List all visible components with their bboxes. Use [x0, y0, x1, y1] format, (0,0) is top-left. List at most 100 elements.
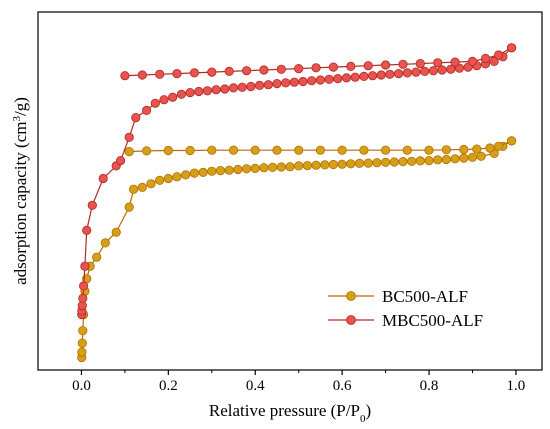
data-point: [163, 145, 173, 156]
x-tick-label: 0.4: [246, 378, 265, 394]
data-point: [350, 72, 360, 82]
data-point: [393, 69, 404, 79]
data-point: [224, 66, 234, 77]
data-point: [420, 66, 430, 77]
data-point: [120, 71, 130, 81]
data-point: [124, 132, 134, 142]
data-point: [294, 161, 304, 171]
data-point: [380, 60, 391, 70]
data-point: [346, 159, 356, 169]
data-point: [259, 65, 269, 75]
data-point: [276, 162, 286, 172]
data-point: [176, 89, 186, 99]
data-point: [98, 173, 108, 184]
data-point: [337, 145, 347, 155]
data-point: [354, 158, 365, 168]
data-point: [224, 165, 234, 175]
series-bc500-alf: [77, 136, 517, 363]
data-point: [359, 71, 369, 82]
data-point: [220, 84, 230, 94]
data-point: [250, 145, 260, 155]
data-point: [272, 145, 282, 155]
data-point: [415, 156, 425, 166]
data-point: [294, 64, 304, 74]
data-point: [242, 66, 252, 76]
data-point: [298, 76, 308, 87]
data-point: [324, 74, 334, 84]
data-point: [302, 161, 312, 171]
data-point: [211, 85, 221, 95]
data-point: [467, 56, 478, 67]
y-axis-label: adsorption capacity (cm3/g): [11, 97, 30, 285]
data-point: [459, 153, 469, 163]
data-point: [242, 164, 252, 174]
data-point: [367, 71, 378, 81]
data-point: [77, 347, 87, 357]
series-mbc500-alf: [77, 43, 517, 320]
data-point: [359, 145, 369, 155]
data-point: [341, 73, 352, 83]
data-point: [289, 77, 299, 87]
data-point: [198, 167, 208, 177]
data-point: [467, 152, 478, 162]
plot-frame: [37, 11, 543, 371]
series-line: [81, 47, 513, 315]
data-point: [276, 64, 286, 74]
x-tick-label: 1.0: [507, 378, 526, 394]
x-tick-label: 0.0: [72, 378, 91, 394]
data-point: [428, 66, 438, 76]
data-point: [142, 105, 152, 116]
data-point: [424, 145, 434, 155]
data-point: [124, 147, 134, 157]
data-point: [77, 338, 87, 348]
data-point: [402, 68, 412, 78]
legend-label: BC500-ALF: [382, 287, 468, 306]
legend-label: MBC500-ALF: [382, 311, 483, 330]
data-point: [92, 252, 102, 262]
data-point: [450, 57, 460, 67]
x-axis-ticks: 0.0 0.2 0.4 0.6 0.8 1.0: [72, 370, 525, 394]
data-point: [194, 86, 204, 97]
data-point: [124, 202, 134, 212]
data-point: [82, 225, 92, 235]
data-point: [129, 184, 139, 194]
data-point: [415, 58, 425, 69]
data-point: [450, 154, 460, 164]
data-point: [259, 163, 269, 173]
data-point: [228, 83, 239, 93]
data-point: [346, 61, 356, 72]
data-point: [263, 80, 273, 90]
data-point: [116, 156, 126, 166]
data-point: [433, 58, 443, 68]
data-point: [131, 113, 141, 123]
data-point: [207, 166, 217, 176]
data-point: [189, 168, 199, 178]
data-point: [111, 227, 121, 237]
data-point: [328, 159, 338, 170]
data-point: [315, 75, 325, 85]
data-point: [506, 43, 517, 53]
data-point: [168, 92, 178, 102]
legend-marker: [346, 291, 356, 301]
data-point: [472, 144, 482, 154]
data-point: [493, 50, 504, 60]
data-point: [480, 53, 491, 64]
data-point: [87, 200, 97, 210]
data-point: [150, 98, 160, 108]
data-point: [100, 238, 110, 248]
data-point: [78, 325, 88, 336]
data-point: [137, 182, 147, 192]
data-point: [294, 145, 304, 155]
data-point: [255, 80, 265, 91]
data-point: [142, 146, 152, 156]
data-point: [207, 67, 217, 77]
data-point: [285, 162, 295, 172]
data-point: [398, 59, 408, 69]
data-point: [337, 159, 347, 169]
x-tick-label: 0.8: [420, 378, 439, 394]
data-point: [163, 173, 173, 184]
x-tick-label: 0.2: [159, 378, 178, 394]
data-point: [380, 157, 391, 167]
data-point: [398, 157, 408, 167]
data-point: [307, 76, 317, 86]
